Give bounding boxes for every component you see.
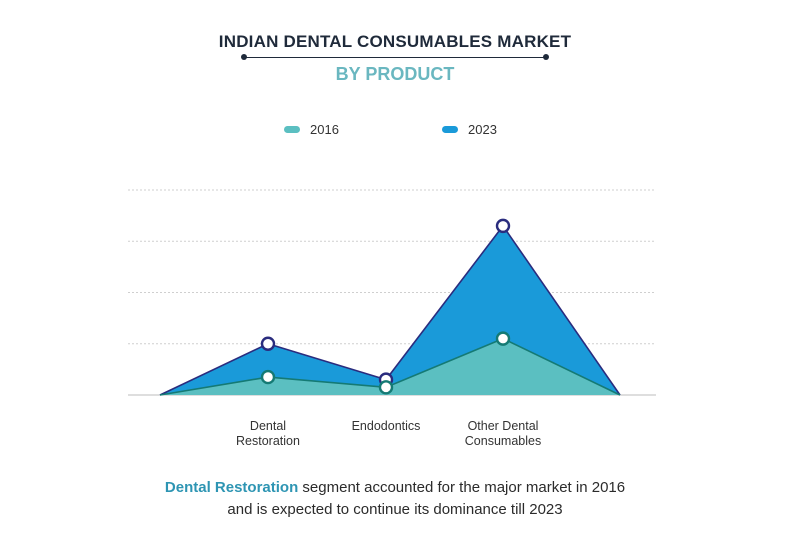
data-point-2016 [495, 331, 511, 346]
chart-subtitle: BY PRODUCT [335, 64, 455, 84]
legend-swatch-2016 [284, 126, 300, 133]
area-series-2016 [160, 338, 620, 395]
data-point-2016 [378, 380, 394, 395]
title-divider [244, 57, 546, 58]
footnote-line1: segment accounted for the major market i… [298, 479, 626, 496]
category-label: Other Dental [468, 419, 539, 433]
footnote-highlight: Dental Restoration [164, 479, 299, 496]
footnote-line2: and is expected to continue its dominanc… [227, 501, 563, 518]
legend-label-2023: 2023 [468, 122, 497, 137]
data-point-2023 [495, 218, 511, 234]
legend-label-2016: 2016 [310, 122, 339, 137]
data-point-2023 [260, 336, 276, 351]
chart-footnote: Dental Restoration segment accounted for… [0, 477, 790, 521]
legend-item-2023: 2023 [442, 122, 497, 137]
category-label: Dental [250, 419, 286, 433]
legend-swatch-2023 [442, 126, 458, 133]
legend-item-2016: 2016 [284, 122, 339, 137]
data-point-2016 [260, 369, 276, 385]
category-label: Restoration [236, 434, 300, 448]
category-label: Consumables [465, 434, 541, 448]
title-rule-right-dot [543, 54, 549, 60]
chart-title: INDIAN DENTAL CONSUMABLES MARKET [218, 32, 572, 51]
category-label: Endodontics [352, 419, 421, 433]
